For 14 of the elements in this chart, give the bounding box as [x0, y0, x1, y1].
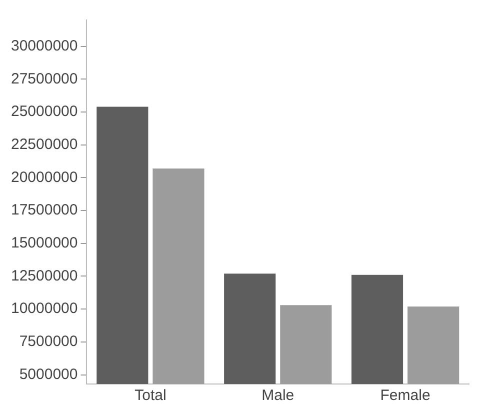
y-tick-label: 10000000 [10, 300, 78, 318]
y-tick-label: 20000000 [10, 168, 78, 186]
y-tick-label: 25000000 [10, 103, 78, 120]
y-tick-label: 17500000 [10, 202, 78, 219]
y-tick-label: 27500000 [10, 70, 78, 88]
x-tick-label: Female [380, 387, 430, 404]
x-tick-label: Total [134, 387, 166, 404]
y-tick-label: 30000000 [10, 37, 78, 54]
y-tick-label: 15000000 [10, 234, 78, 252]
y-tick-label: 7500000 [19, 333, 78, 350]
y-tick-label: 5000000 [19, 366, 78, 383]
x-tick-label: Male [262, 387, 294, 404]
y-tick-label: 22500000 [10, 136, 78, 153]
y-tick-label: 12500000 [10, 267, 78, 284]
